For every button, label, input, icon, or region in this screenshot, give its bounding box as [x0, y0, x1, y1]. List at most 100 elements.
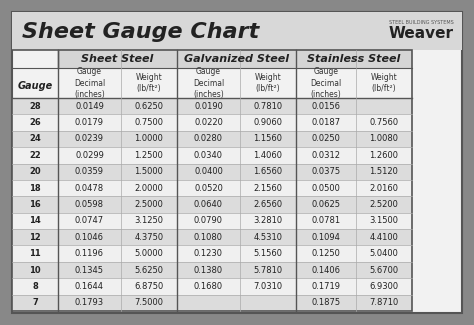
Text: 5.0000: 5.0000	[135, 249, 164, 258]
Text: 0.1380: 0.1380	[194, 266, 223, 275]
Bar	[12, 229, 412, 245]
Text: 6.9300: 6.9300	[369, 282, 399, 291]
Bar	[12, 50, 412, 311]
Text: 0.7500: 0.7500	[135, 118, 164, 127]
Text: 1.2600: 1.2600	[370, 151, 399, 160]
Text: 0.0156: 0.0156	[311, 102, 340, 111]
Text: 0.1406: 0.1406	[311, 266, 340, 275]
Text: 1.6560: 1.6560	[254, 167, 283, 176]
Text: 0.1719: 0.1719	[311, 282, 340, 291]
Bar	[12, 245, 412, 262]
Bar	[12, 12, 462, 50]
Text: 0.7810: 0.7810	[254, 102, 283, 111]
Text: 20: 20	[29, 167, 41, 176]
Bar	[12, 163, 412, 180]
Text: 6.8750: 6.8750	[134, 282, 164, 291]
Text: 0.0359: 0.0359	[75, 167, 104, 176]
Text: 0.0625: 0.0625	[311, 200, 340, 209]
Bar	[12, 295, 412, 311]
Text: Galvanized Steel: Galvanized Steel	[184, 54, 289, 64]
Bar	[296, 50, 412, 68]
Text: 22: 22	[29, 151, 41, 160]
Text: 0.0239: 0.0239	[75, 135, 104, 143]
Text: Gauge: Gauge	[18, 81, 53, 91]
Text: 0.0478: 0.0478	[75, 184, 104, 193]
Text: 2.0160: 2.0160	[370, 184, 399, 193]
Text: 0.1230: 0.1230	[194, 249, 223, 258]
Text: 0.0299: 0.0299	[75, 151, 104, 160]
Text: 28: 28	[29, 102, 41, 111]
Text: Stainless Steel: Stainless Steel	[307, 54, 401, 64]
Text: STEEL BUILDING SYSTEMS: STEEL BUILDING SYSTEMS	[389, 20, 454, 25]
Text: 3.1500: 3.1500	[370, 216, 399, 225]
Text: 0.6250: 0.6250	[135, 102, 164, 111]
Text: 0.0149: 0.0149	[75, 102, 104, 111]
Text: 0.0312: 0.0312	[311, 151, 340, 160]
Text: 5.7810: 5.7810	[254, 266, 283, 275]
Text: 2.1560: 2.1560	[254, 184, 283, 193]
Bar	[12, 278, 412, 295]
Bar	[12, 131, 412, 147]
Text: 0.0250: 0.0250	[311, 135, 340, 143]
Text: 4.4100: 4.4100	[370, 233, 399, 242]
Text: 0.1080: 0.1080	[194, 233, 223, 242]
Text: 10: 10	[29, 266, 41, 275]
Text: Weaver: Weaver	[389, 27, 454, 42]
Text: 4.3750: 4.3750	[135, 233, 164, 242]
Text: 14: 14	[29, 216, 41, 225]
Text: 0.1196: 0.1196	[75, 249, 104, 258]
Bar	[58, 50, 177, 68]
Bar	[12, 98, 412, 114]
Text: 0.0179: 0.0179	[75, 118, 104, 127]
Text: 5.0400: 5.0400	[370, 249, 399, 258]
Text: 18: 18	[29, 184, 41, 193]
Text: 0.0598: 0.0598	[75, 200, 104, 209]
Text: Gauge
Decimal
(inches): Gauge Decimal (inches)	[74, 67, 105, 99]
Text: 1.1560: 1.1560	[254, 135, 283, 143]
Bar	[12, 180, 412, 196]
Text: 24: 24	[29, 135, 41, 143]
Text: Sheet Steel: Sheet Steel	[82, 54, 154, 64]
Text: 1.0000: 1.0000	[135, 135, 164, 143]
Text: 5.6700: 5.6700	[369, 266, 399, 275]
Text: 5.6250: 5.6250	[135, 266, 164, 275]
Text: 0.0400: 0.0400	[194, 167, 223, 176]
Text: 0.0220: 0.0220	[194, 118, 223, 127]
Bar	[12, 213, 412, 229]
Text: 1.2500: 1.2500	[135, 151, 164, 160]
Text: 8: 8	[32, 282, 38, 291]
Bar	[12, 196, 412, 213]
Text: Weight
(lb/ft²): Weight (lb/ft²)	[136, 72, 163, 93]
Text: 0.0190: 0.0190	[194, 102, 223, 111]
Text: 0.0280: 0.0280	[194, 135, 223, 143]
Text: 0.0790: 0.0790	[194, 216, 223, 225]
Text: 5.1560: 5.1560	[254, 249, 283, 258]
Text: 7.5000: 7.5000	[135, 298, 164, 307]
Text: Sheet Gauge Chart: Sheet Gauge Chart	[22, 22, 259, 42]
Text: Weight
(lb/ft²): Weight (lb/ft²)	[255, 72, 282, 93]
Text: 1.4060: 1.4060	[254, 151, 283, 160]
Text: 0.1345: 0.1345	[75, 266, 104, 275]
Text: 2.5200: 2.5200	[370, 200, 399, 209]
Bar	[177, 50, 296, 68]
Text: 2.6560: 2.6560	[254, 200, 283, 209]
Text: 0.1094: 0.1094	[311, 233, 340, 242]
Text: 0.0640: 0.0640	[194, 200, 223, 209]
Text: 4.5310: 4.5310	[254, 233, 283, 242]
Text: 16: 16	[29, 200, 41, 209]
Text: 0.0781: 0.0781	[311, 216, 340, 225]
Text: 0.1875: 0.1875	[311, 298, 340, 307]
Text: 3.1250: 3.1250	[135, 216, 164, 225]
Text: 1.5000: 1.5000	[135, 167, 164, 176]
Text: 7.0310: 7.0310	[254, 282, 283, 291]
Text: 7: 7	[32, 298, 38, 307]
Text: 0.0500: 0.0500	[311, 184, 340, 193]
Text: 2.5000: 2.5000	[135, 200, 164, 209]
Text: Weight
(lb/ft²): Weight (lb/ft²)	[371, 72, 397, 93]
Bar	[12, 262, 412, 278]
Text: 0.0340: 0.0340	[194, 151, 223, 160]
Text: 0.9060: 0.9060	[254, 118, 283, 127]
Text: 0.1250: 0.1250	[311, 249, 340, 258]
Text: 0.1644: 0.1644	[75, 282, 104, 291]
Text: 0.0520: 0.0520	[194, 184, 223, 193]
